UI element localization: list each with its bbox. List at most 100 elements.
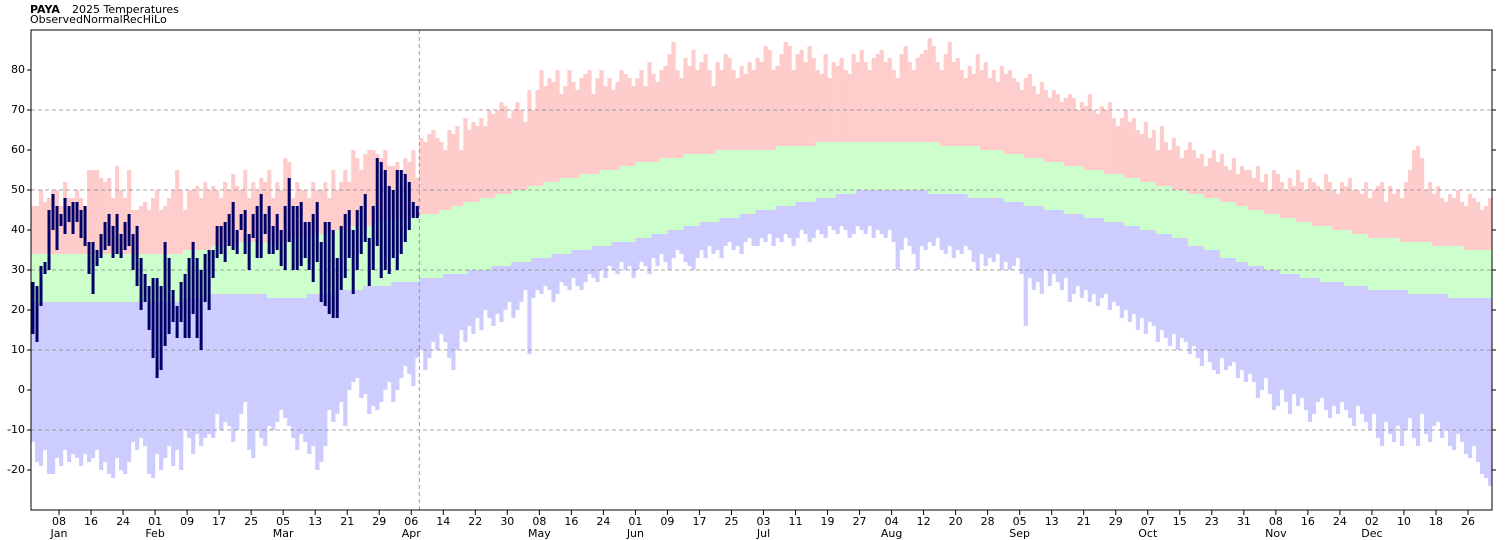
record-low-bar	[1383, 290, 1389, 422]
record-high-bar	[471, 122, 476, 202]
observed-bar	[223, 222, 227, 262]
record-low-bar	[303, 298, 308, 442]
x-tick-label: 13	[1045, 515, 1059, 528]
record-low-bar	[135, 302, 140, 450]
record-low-bar	[611, 242, 616, 270]
record-low-bar	[75, 302, 80, 458]
normal-bar	[439, 210, 444, 278]
record-high-bar	[1251, 178, 1257, 210]
normal-bar	[1207, 198, 1213, 250]
record-high-bar	[747, 62, 752, 150]
x-tick-label: 24	[1333, 515, 1347, 528]
record-low-bar	[1355, 286, 1361, 406]
normal-bar	[899, 142, 904, 190]
record-low-bar	[387, 286, 392, 382]
normal-bar	[947, 146, 952, 194]
normal-bar	[1007, 154, 1012, 202]
normal-bar	[299, 238, 304, 298]
x-tick-label: 26	[1461, 515, 1475, 528]
normal-bar	[71, 254, 76, 302]
record-high-bar	[1215, 162, 1221, 198]
record-high-bar	[595, 78, 600, 174]
normal-bar	[1023, 158, 1028, 206]
record-high-bar	[823, 54, 828, 142]
normal-bar	[495, 194, 500, 266]
record-low-bar	[1007, 202, 1012, 270]
record-low-bar	[515, 262, 520, 310]
observed-bar	[175, 306, 179, 338]
observed-bar	[247, 234, 251, 270]
normal-bar	[1151, 182, 1156, 230]
normal-bar	[447, 210, 452, 274]
record-low-bar	[495, 266, 500, 314]
normal-bar	[671, 158, 676, 230]
legend-entry: Normal	[83, 13, 123, 26]
record-high-bar	[1075, 110, 1080, 166]
record-low-bar	[119, 302, 124, 470]
normal-bar	[1403, 242, 1409, 290]
record-low-bar	[567, 254, 572, 290]
record-high-bar	[119, 190, 124, 254]
record-low-bar	[1447, 298, 1453, 446]
normal-bar	[159, 254, 164, 302]
observed-bar	[215, 226, 219, 258]
observed-bar	[331, 230, 335, 318]
normal-bar	[1111, 174, 1116, 222]
record-low-bar	[1303, 278, 1309, 410]
record-low-bar	[1003, 202, 1008, 262]
record-high-bar	[1071, 98, 1076, 166]
record-high-bar	[1167, 150, 1172, 186]
record-high-bar	[271, 198, 276, 242]
normal-bar	[1367, 238, 1373, 290]
record-low-bar	[643, 238, 648, 266]
record-high-bar	[31, 206, 36, 254]
normal-bar	[1351, 234, 1357, 286]
record-high-bar	[1183, 150, 1188, 190]
normal-bar	[935, 142, 940, 194]
record-high-bar	[491, 114, 496, 198]
record-low-bar	[287, 298, 292, 426]
x-tick-label: 03	[757, 515, 771, 528]
record-low-bar	[547, 258, 552, 290]
record-low-bar	[1475, 298, 1481, 462]
record-high-bar	[347, 182, 352, 230]
record-high-bar	[263, 182, 268, 242]
record-low-bar	[603, 246, 608, 278]
record-high-bar	[1143, 122, 1148, 182]
observed-bar	[51, 194, 55, 230]
record-low-bar	[1291, 274, 1297, 394]
record-high-bar	[339, 182, 344, 230]
record-low-bar	[1387, 290, 1393, 434]
observed-bar	[171, 290, 175, 322]
record-low-bar	[1235, 262, 1241, 378]
record-low-bar	[1231, 258, 1237, 362]
record-high-bar	[251, 182, 256, 242]
normal-bar	[647, 162, 652, 238]
record-low-bar	[1087, 218, 1092, 302]
normal-bar	[1051, 162, 1056, 210]
normal-bar	[427, 214, 432, 278]
normal-bar	[919, 142, 924, 190]
normal-bar	[1267, 214, 1273, 270]
record-low-bar	[147, 302, 152, 474]
record-high-bar	[307, 198, 312, 238]
record-high-bar	[627, 78, 632, 166]
normal-bar	[1451, 246, 1457, 298]
normal-bar	[1171, 190, 1176, 238]
record-high-bar	[1471, 198, 1477, 250]
observed-bar	[203, 254, 207, 302]
record-high-bar	[1039, 82, 1044, 158]
normal-bar	[1059, 162, 1064, 210]
record-low-bar	[663, 234, 668, 262]
record-low-bar	[179, 302, 184, 470]
record-low-bar	[959, 194, 964, 254]
normal-bar	[923, 142, 928, 190]
record-high-bar	[683, 58, 688, 154]
normal-bar	[1015, 154, 1020, 202]
normal-bar	[1475, 250, 1481, 298]
record-low-bar	[579, 250, 584, 290]
record-low-bar	[127, 302, 132, 462]
record-low-bar	[979, 198, 984, 254]
month-label: Jun	[626, 527, 644, 540]
